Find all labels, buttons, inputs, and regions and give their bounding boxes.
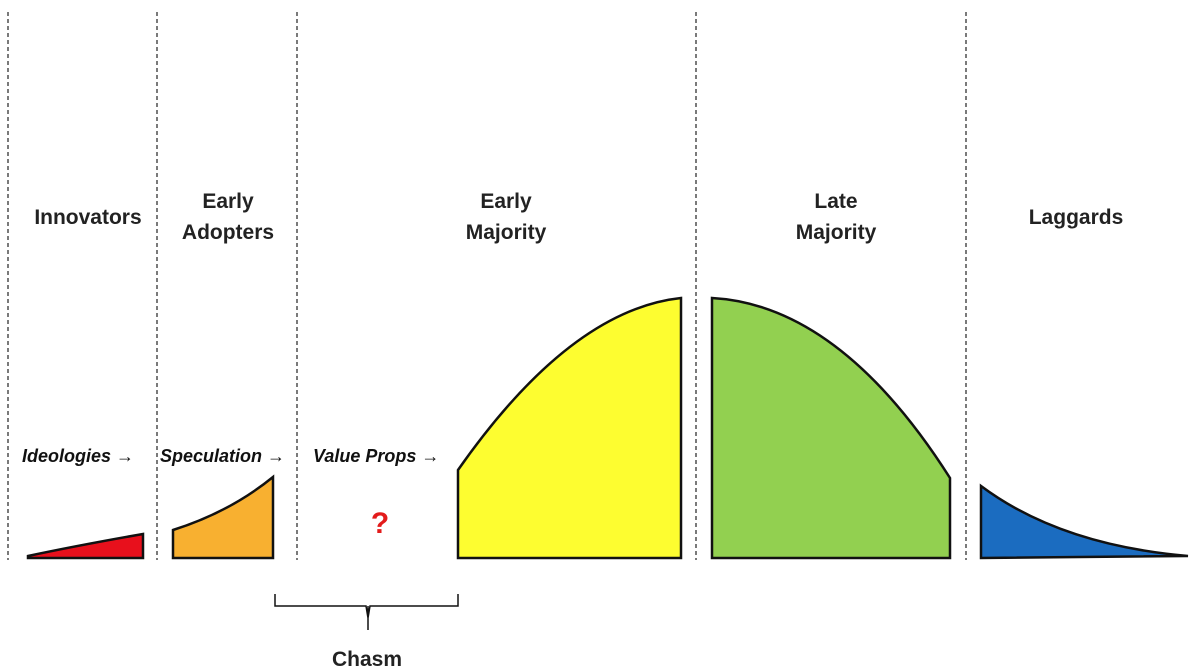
segment-label: Laggards (1029, 206, 1124, 229)
driver-label: Value Props → (313, 446, 439, 466)
segment-label: Innovators (34, 206, 141, 229)
laggards-shape (979, 483, 1189, 560)
segment-label: Early Adopters (182, 190, 274, 244)
segment-label: Early Majority (466, 190, 547, 244)
early-adopters-shape (171, 474, 275, 560)
segment-label: Late Majority (796, 190, 877, 244)
chasm-label: Chasm (332, 648, 402, 671)
label-line: Early (202, 190, 254, 213)
label-line: Majority (796, 221, 877, 244)
label-line: Late (814, 190, 857, 213)
label-line: Majority (466, 221, 547, 244)
gap-mark: ? (371, 507, 389, 540)
label-line: Adopters (182, 221, 274, 244)
driver-label: Speculation → (160, 446, 285, 466)
early-majority-shape (456, 296, 683, 560)
late-majority-shape (710, 296, 952, 560)
driver-label: Ideologies → (22, 446, 134, 466)
innovators-shape (26, 532, 145, 560)
chasm-brace (274, 594, 459, 630)
label-line: Early (480, 190, 532, 213)
